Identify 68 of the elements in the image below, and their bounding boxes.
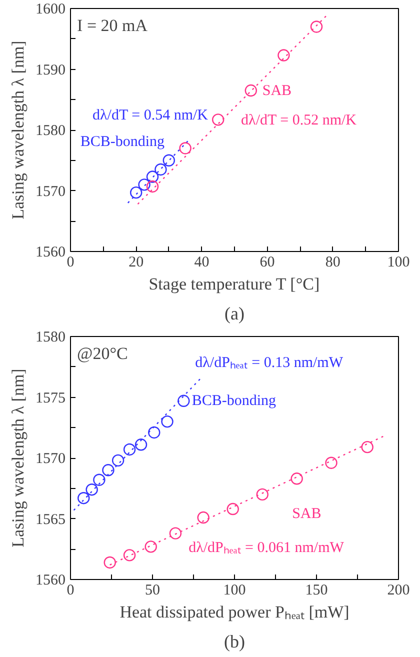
- point: [256, 488, 268, 501]
- text: (b): [224, 632, 246, 652]
- point: [244, 84, 257, 97]
- point: [102, 464, 114, 476]
- series-label: SAB: [262, 83, 292, 100]
- text: (a): [224, 304, 244, 324]
- y-tick-label: 1580: [36, 123, 66, 139]
- x-tick-label: 20: [128, 254, 144, 270]
- y-tick-label: 1570: [36, 184, 66, 200]
- point: [212, 114, 224, 126]
- point: [104, 556, 116, 569]
- point: [169, 527, 182, 540]
- point: [154, 163, 167, 176]
- x-tick-label: 40: [194, 254, 210, 270]
- x-axis-title: Stage temperature T [°C]: [148, 274, 320, 294]
- annotation: I = 20 mA: [77, 16, 148, 36]
- point: [86, 484, 98, 496]
- series-label: BCB-bonding: [192, 392, 277, 409]
- y-tick-label: 1590: [36, 62, 66, 78]
- point: [93, 474, 106, 486]
- point: [78, 492, 90, 504]
- y-tick-label: 1575: [36, 390, 66, 406]
- series-label: dλ/dT = 0.52 nm/K: [241, 112, 357, 128]
- series-label: SAB: [292, 506, 322, 522]
- series-label: BCB-bonding: [80, 134, 166, 150]
- x-tick-label: 60: [260, 254, 275, 270]
- y-axis-title: Lasing wavelength λ [nm]: [8, 40, 28, 220]
- x-tick-label: 200: [387, 582, 410, 598]
- point: [278, 49, 290, 62]
- point: [178, 394, 190, 407]
- point: [146, 170, 159, 183]
- y-tick-label: 1565: [36, 512, 66, 528]
- y-axis-title: Lasing wavelength λ [nm]: [8, 368, 28, 548]
- y-tick-label: 1580: [36, 330, 66, 346]
- point: [130, 186, 142, 199]
- point: [144, 540, 157, 553]
- x-tick-label: 0: [66, 254, 74, 270]
- point: [179, 142, 192, 154]
- point: [123, 443, 136, 456]
- y-tick-label: 1560: [36, 572, 66, 588]
- point: [361, 440, 374, 454]
- point: [134, 438, 148, 451]
- x-axis-title: Heat dissipated power Pₕₑₐₜ [mW]: [120, 602, 350, 622]
- point: [325, 456, 338, 469]
- x-tick-label: 80: [325, 254, 340, 270]
- x-tick-label: 0: [66, 582, 74, 598]
- point: [290, 472, 303, 485]
- point: [148, 426, 160, 439]
- point: [226, 502, 239, 516]
- point: [161, 415, 174, 428]
- series-label: dλ/dPₕₑₐₜ = 0.13 nm/mW: [195, 355, 344, 372]
- y-tick-label: 1560: [36, 244, 66, 260]
- x-tick-label: 150: [305, 582, 328, 598]
- point: [138, 178, 150, 191]
- point: [310, 20, 323, 33]
- x-tick-label: 50: [145, 582, 160, 598]
- y-tick-label: 1570: [36, 451, 66, 467]
- x-tick-label: 100: [387, 254, 410, 270]
- point: [162, 154, 175, 166]
- point: [197, 511, 210, 524]
- point: [123, 549, 136, 562]
- y-tick-label: 1600: [36, 2, 66, 18]
- annotation: @20°C: [77, 344, 128, 364]
- point: [112, 454, 124, 467]
- series-label: dλ/dPₕₑₐₜ = 0.061 nm/mW: [188, 540, 345, 556]
- x-tick-label: 100: [223, 582, 246, 598]
- point: [146, 180, 159, 193]
- series-label: dλ/dT = 0.54 nm/K: [92, 107, 208, 124]
